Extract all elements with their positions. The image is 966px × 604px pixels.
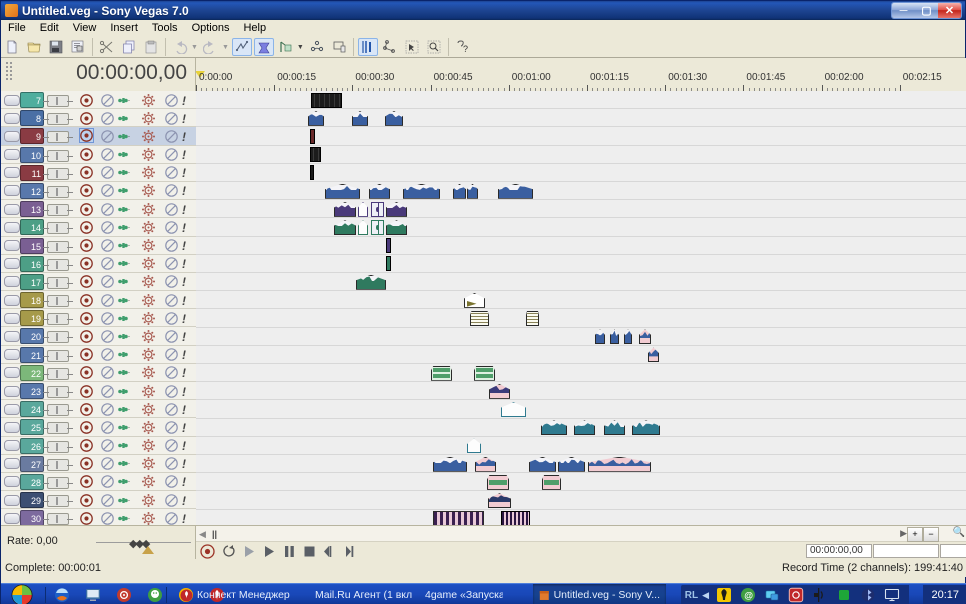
svg-text:@: @ bbox=[744, 591, 753, 601]
svg-text:?: ? bbox=[463, 44, 468, 54]
